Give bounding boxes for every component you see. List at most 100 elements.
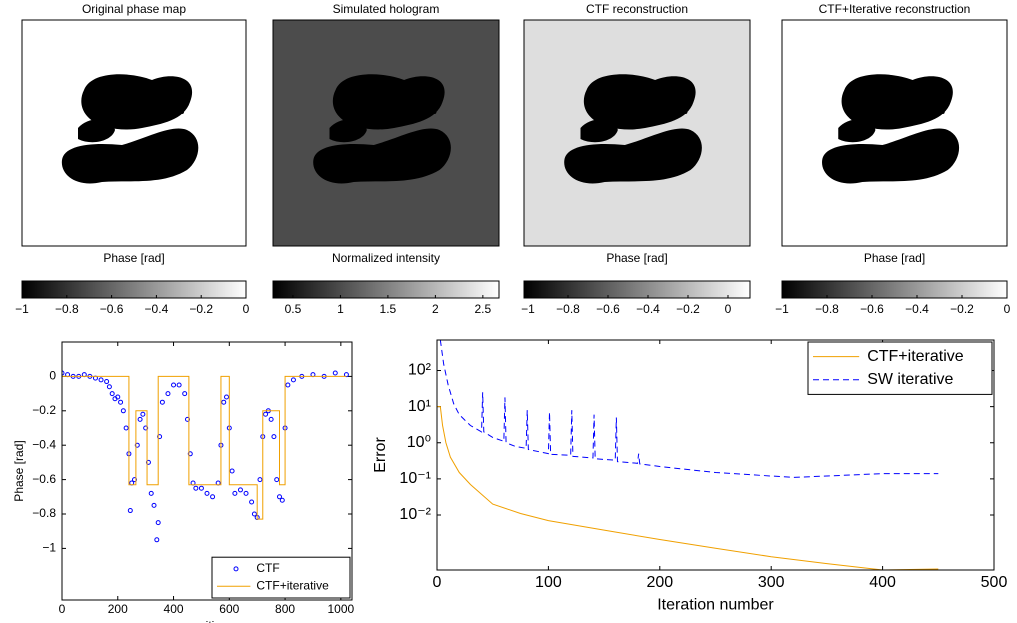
x-tick-label: 400 — [164, 602, 184, 616]
data-point — [155, 520, 161, 526]
colorbar-tick-label: 1.5 — [380, 302, 397, 316]
colorbar-tick-label: 0 — [1004, 302, 1011, 316]
data-point — [104, 379, 110, 385]
colorbar-tick-label: 1 — [337, 302, 344, 316]
data-point — [251, 511, 257, 517]
colorbar-tick-label: −0.4 — [905, 302, 929, 316]
colorbar-tick-label: −0.6 — [860, 302, 884, 316]
image-frame — [272, 19, 500, 247]
colorbar-tick-label: −0.4 — [145, 302, 169, 316]
data-point — [343, 372, 349, 378]
data-point — [132, 477, 137, 483]
colorbar-tick-label: −0.4 — [636, 302, 660, 316]
y-tick-label: −0.8 — [32, 506, 56, 520]
y-tick-label: −1 — [42, 541, 56, 555]
x-axis-label: Iteration number — [657, 596, 774, 613]
colorbar-tick-label: 0 — [243, 302, 250, 316]
colorbar-tick-label: −0.6 — [100, 302, 124, 316]
data-point — [243, 490, 249, 496]
image-background — [524, 20, 750, 246]
x-tick-label: 400 — [869, 574, 896, 591]
data-point — [165, 391, 171, 397]
plot-content — [437, 340, 939, 570]
data-point — [157, 434, 163, 440]
data-point — [277, 494, 282, 500]
x-tick-label: 100 — [535, 574, 562, 591]
data-point — [151, 502, 157, 508]
colorbar-label: Phase [rad] — [103, 251, 164, 265]
y-axis-label: Error — [372, 437, 389, 473]
data-point — [145, 459, 151, 465]
data-point — [187, 451, 193, 457]
colorbar-label: Phase [rad] — [606, 251, 667, 265]
colorbar-tick-label: −1 — [15, 302, 29, 316]
x-tick-label: 300 — [758, 574, 785, 591]
x-tick-label: 1000 — [327, 602, 354, 616]
data-point — [98, 377, 104, 383]
data-point — [210, 494, 216, 500]
legend — [211, 556, 351, 599]
data-point — [263, 411, 269, 417]
plot-content — [62, 370, 349, 543]
x-tick-label: 0 — [59, 602, 66, 616]
y-tick-label: −0.4 — [32, 437, 56, 451]
colorbar-tick-label: 0 — [725, 302, 732, 316]
colorbar-tick-label: −0.8 — [55, 302, 79, 316]
colorbar — [523, 280, 751, 299]
axes-frame — [61, 341, 353, 601]
legend-label: CTF+iterative — [867, 348, 964, 365]
data-point — [257, 477, 263, 483]
data-point — [232, 490, 238, 496]
colorbar-tick-label: 0.5 — [285, 302, 302, 316]
colorbar-tick-label: −0.2 — [189, 302, 213, 316]
x-axis-label: position — [186, 619, 227, 623]
y-tick-label: −0.6 — [32, 472, 56, 486]
data-point — [249, 499, 255, 505]
data-point — [123, 425, 129, 431]
colorbar-label: Normalized intensity — [332, 251, 440, 265]
data-point — [62, 370, 65, 376]
data-point — [229, 468, 235, 474]
data-point — [148, 490, 154, 496]
x-tick-label: 600 — [219, 602, 239, 616]
data-point — [109, 391, 115, 397]
data-point — [159, 399, 165, 405]
colorbar — [272, 280, 500, 299]
y-tick-label: 10⁻² — [399, 506, 431, 523]
y-tick-label: 10¹ — [408, 398, 431, 415]
data-point — [274, 477, 280, 483]
data-point — [279, 497, 285, 503]
colorbar-tick-label: −0.8 — [815, 302, 839, 316]
legend — [807, 341, 993, 395]
x-tick-label: 0 — [433, 574, 442, 591]
legend-label: SW iterative — [867, 371, 953, 388]
data-point — [115, 394, 121, 400]
axes-frame — [436, 339, 995, 571]
data-point — [271, 434, 277, 440]
data-point — [120, 408, 126, 414]
data-line — [437, 406, 939, 570]
image-background — [22, 20, 246, 246]
data-point — [154, 537, 160, 543]
y-axis-label: Phase [rad] — [12, 440, 26, 501]
panel-title: Original phase map — [82, 2, 186, 16]
x-tick-label: 500 — [981, 574, 1008, 591]
colorbar-tick-label: −1 — [521, 302, 535, 316]
x-tick-label: 200 — [646, 574, 673, 591]
image-frame — [523, 19, 751, 247]
y-tick-label: −0.2 — [32, 403, 56, 417]
colorbar-tick-label: 2.5 — [475, 302, 492, 316]
colorbar-tick-label: −0.2 — [676, 302, 700, 316]
data-point — [143, 425, 149, 431]
colorbar — [21, 280, 247, 299]
data-point — [237, 487, 243, 493]
y-tick-label: 10⁻¹ — [399, 470, 431, 487]
data-point — [198, 485, 204, 491]
data-point — [285, 382, 291, 388]
data-point — [204, 490, 210, 496]
y-tick-label: 10⁰ — [407, 434, 431, 451]
x-tick-label: 800 — [275, 602, 295, 616]
panel-title: Simulated hologram — [333, 2, 440, 16]
colorbar-tick-label: 2 — [432, 302, 439, 316]
colorbar-tick-label: −0.6 — [596, 302, 620, 316]
